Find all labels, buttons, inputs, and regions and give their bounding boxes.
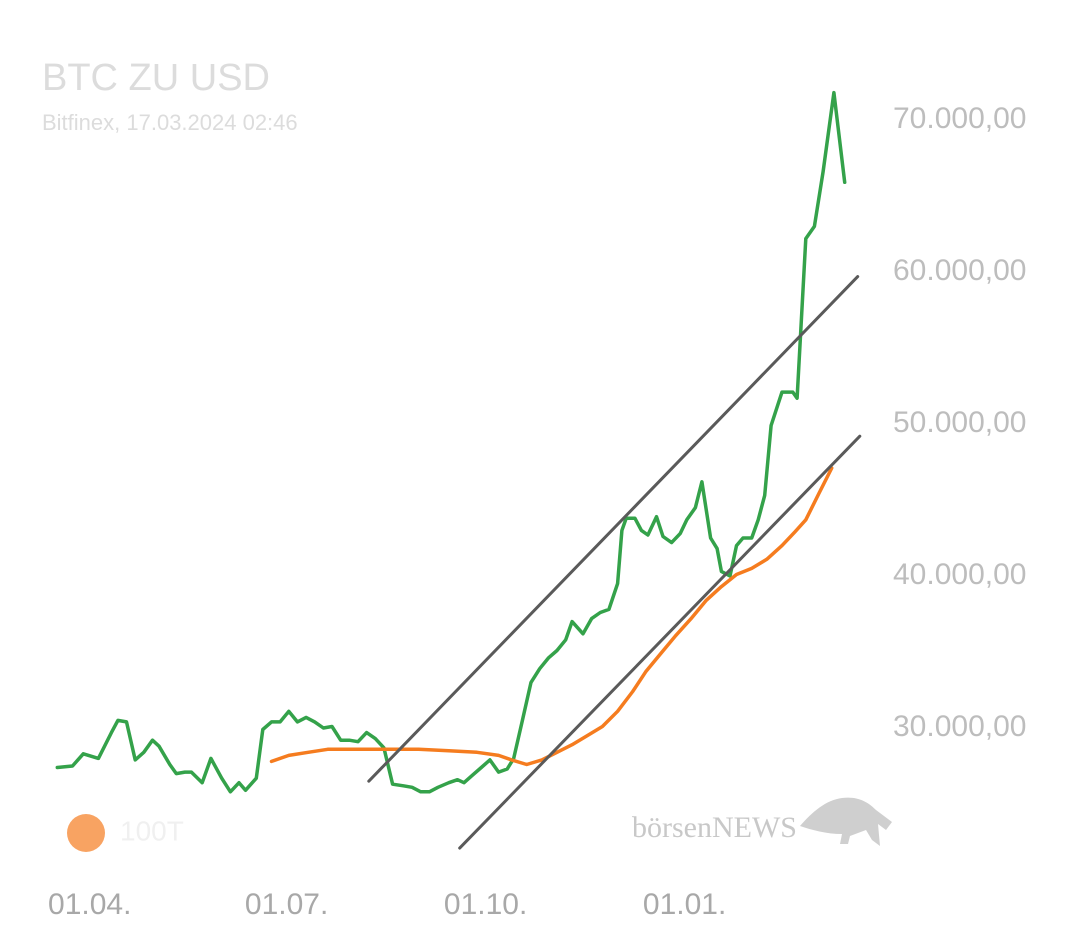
trend-line — [367, 275, 860, 783]
y-tick-label: 30.000,00 — [893, 710, 1026, 743]
legend-label: 100T — [120, 815, 184, 846]
legend-item: 100T — [67, 814, 184, 852]
watermark: börsenNEWS — [632, 811, 797, 844]
watermark-icon — [800, 797, 892, 846]
legend-swatch — [67, 814, 105, 852]
chart-title: BTC ZU USD — [42, 57, 270, 99]
x-tick-label: 01.04. — [48, 888, 131, 921]
y-tick-label: 40.000,00 — [893, 558, 1026, 591]
chart-subtitle: Bitfinex, 17.03.2024 02:46 — [42, 110, 298, 135]
x-tick-label: 01.07. — [245, 888, 328, 921]
y-tick-label: 60.000,00 — [893, 254, 1026, 287]
x-tick-label: 01.01. — [643, 888, 726, 921]
series-line — [269, 466, 834, 767]
trend-line — [458, 434, 862, 850]
y-tick-label: 50.000,00 — [893, 406, 1026, 439]
trend-line — [55, 90, 847, 794]
y-tick-label: 70.000,00 — [893, 102, 1026, 135]
watermark-logo: börsenNEWS — [632, 797, 892, 846]
x-tick-label: 01.10. — [444, 888, 527, 921]
